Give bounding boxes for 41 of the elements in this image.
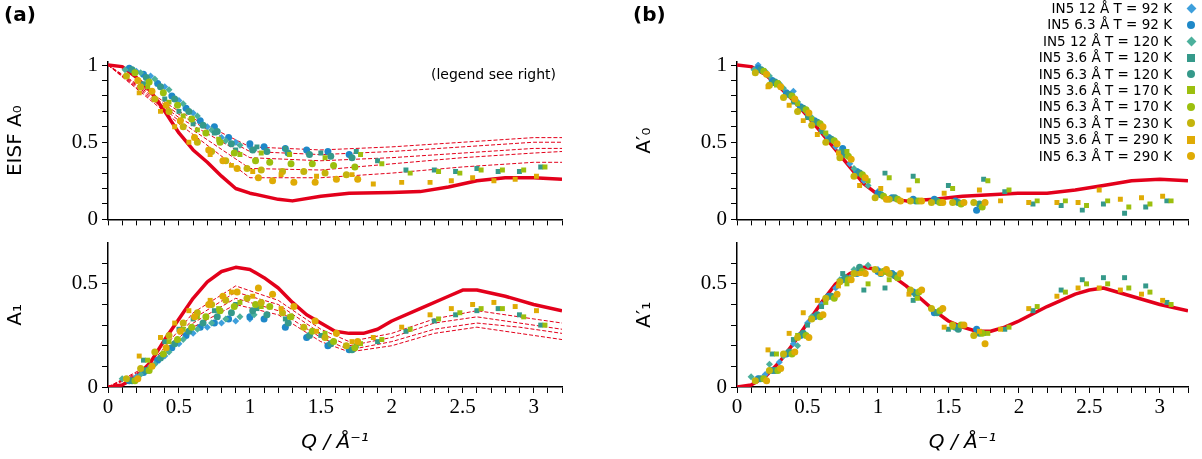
x-tick-label: 1.5	[935, 394, 962, 419]
y-tick-label: 0	[87, 373, 98, 398]
x-tick-label: 2.5	[449, 394, 476, 419]
y-axis-title: A′₀	[631, 127, 656, 154]
legend-label: IN5 6.3 Å T = 170 K	[1038, 98, 1172, 115]
y-tick-label: 1	[87, 51, 98, 76]
x-tick-label: 3	[1154, 394, 1166, 419]
y-tick-label: 0.5	[700, 270, 727, 295]
annotation: (legend see right)	[430, 66, 556, 82]
y-axis-title: A′₁	[631, 301, 656, 328]
y-tick-label: 0.5	[71, 270, 98, 295]
y-tick-label: 0	[87, 205, 98, 230]
y-tick-label: 0.5	[700, 128, 727, 153]
x-tick-label: 1	[872, 394, 884, 419]
legend-label: IN5 12 Å T = 120 K	[1042, 32, 1172, 49]
y-axis-title: A₁	[2, 303, 27, 326]
x-axis-title: Q / Å⁻¹	[301, 429, 369, 454]
legend-label: IN5 3.6 Å T = 170 K	[1038, 82, 1172, 99]
legend-label: IN5 6.3 Å T = 120 K	[1038, 65, 1172, 82]
x-tick-label: 2	[1013, 394, 1025, 419]
legend-label: IN5 12 Å T = 92 K	[1051, 0, 1172, 16]
x-tick-label: 2	[386, 394, 397, 419]
legend-label: IN5 3.6 Å T = 120 K	[1038, 49, 1172, 66]
legend-label: IN5 6.3 Å T = 92 K	[1047, 16, 1172, 33]
legend-label: IN5 6.3 Å T = 230 K	[1038, 114, 1172, 131]
chart-title: (b)	[633, 2, 666, 26]
x-tick-label: 0.5	[794, 394, 821, 419]
legend-label: IN5 6.3 Å T = 290 K	[1038, 147, 1172, 165]
legend-label: IN5 3.6 Å T = 290 K	[1038, 131, 1172, 148]
x-tick-label: 3	[528, 394, 539, 419]
y-tick-label: 0.5	[71, 128, 98, 153]
x-axis-title: Q / Å⁻¹	[928, 429, 997, 454]
chart-title: (a)	[4, 2, 36, 26]
y-axis-title: EISF A₀	[2, 105, 27, 177]
y-tick-label: 0	[716, 205, 727, 230]
x-tick-label: 1.5	[307, 394, 334, 419]
y-tick-label: 1	[716, 51, 727, 76]
y-tick-label: 0	[716, 373, 727, 398]
x-tick-label: 1	[244, 394, 256, 419]
x-tick-label: 2.5	[1076, 394, 1103, 419]
x-tick-label: 0.5	[165, 394, 193, 419]
